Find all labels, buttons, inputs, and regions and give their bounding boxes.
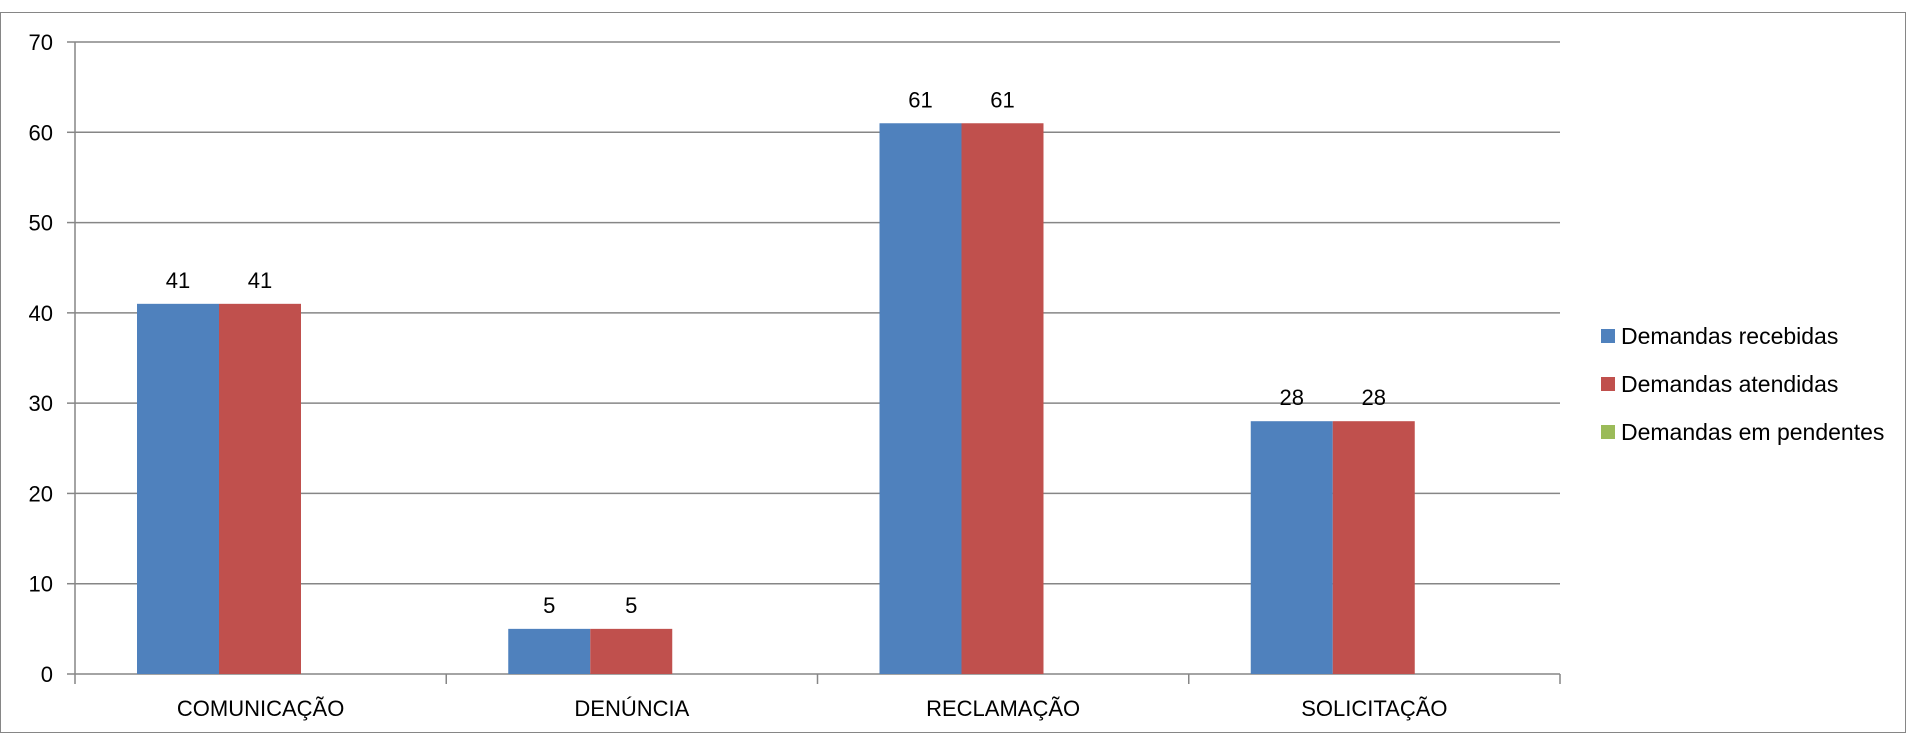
legend-item: Demandas recebidas: [1601, 312, 1884, 360]
data-labels: 41 41 5 5 61 61 28 28: [166, 87, 1386, 618]
y-tick-label: 20: [29, 481, 53, 506]
bar: [137, 303, 219, 674]
y-tick-label: 40: [29, 301, 53, 326]
data-label: 61: [990, 87, 1014, 112]
y-tick-label: 0: [41, 662, 53, 687]
data-label: 61: [908, 87, 932, 112]
y-tick-label: 30: [29, 391, 53, 416]
data-label: 41: [166, 268, 190, 293]
bar: [219, 303, 301, 674]
x-category-label: COMUNICAÇÃO: [177, 696, 344, 721]
bars: [137, 123, 1415, 674]
legend-label: Demandas em pendentes: [1621, 418, 1885, 445]
bar: [961, 123, 1044, 674]
legend-item: Demandas atendidas: [1601, 360, 1884, 408]
legend-swatch: [1601, 329, 1615, 343]
legend-label: Demandas recebidas: [1621, 322, 1839, 349]
data-label: 5: [625, 593, 637, 618]
data-label: 41: [248, 268, 272, 293]
legend: Demandas recebidas Demandas atendidas Dema…: [1601, 312, 1884, 456]
x-category-label: SOLICITAÇÃO: [1301, 696, 1447, 721]
data-label: 28: [1280, 385, 1304, 410]
x-category-label: DENÚNCIA: [574, 696, 689, 721]
bar: [879, 123, 962, 674]
legend-swatch: [1601, 425, 1615, 439]
bar: [1250, 421, 1333, 674]
bar: [1332, 421, 1415, 674]
y-tick-label: 70: [29, 30, 53, 55]
y-tick-label: 50: [29, 211, 53, 236]
y-tick-label: 60: [29, 120, 53, 145]
data-label: 28: [1362, 385, 1386, 410]
axes: 0 10 20 30 40 50 60 70 COMUNICAÇÃO DENÚNCIA RECLAM…: [29, 30, 1561, 721]
legend-item: Demandas em pendentes: [1601, 408, 1884, 456]
legend-swatch: [1601, 377, 1615, 391]
data-label: 5: [543, 593, 555, 618]
x-category-label: RECLAMAÇÃO: [926, 696, 1080, 721]
y-tick-label: 10: [29, 572, 53, 597]
bar: [508, 628, 591, 674]
legend-label: Demandas atendidas: [1621, 370, 1839, 397]
bar: [590, 628, 673, 674]
